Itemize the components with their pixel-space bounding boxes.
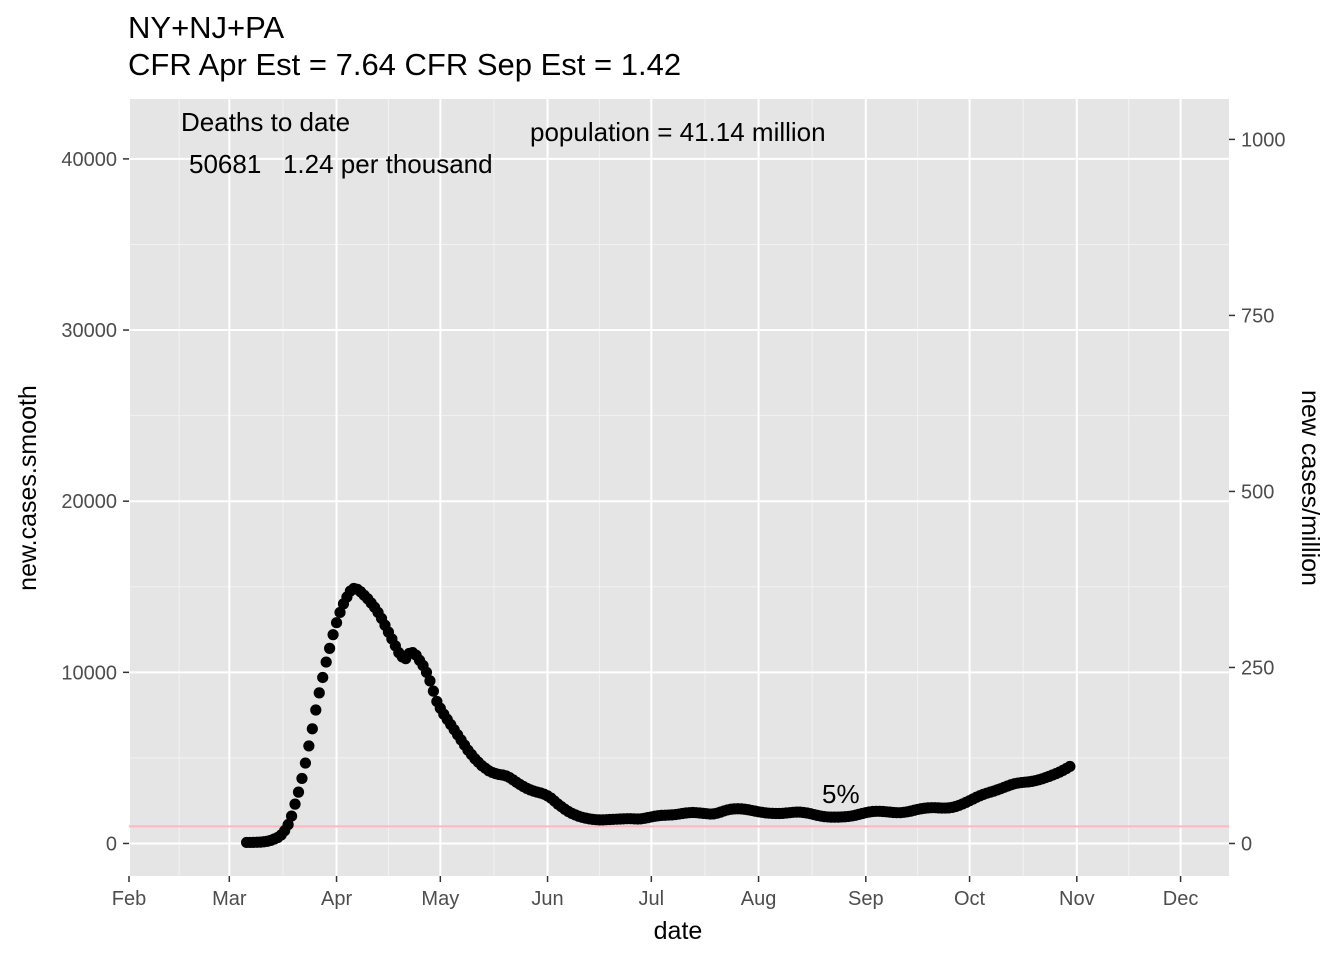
data-point <box>292 786 305 798</box>
data-point <box>334 606 346 619</box>
data-point <box>313 687 325 699</box>
data-point <box>285 810 298 822</box>
x-tick-label: Jul <box>639 888 665 910</box>
deaths-label: Deaths to date <box>181 107 350 137</box>
grid-major <box>128 99 1229 876</box>
x-tick-label: Feb <box>112 888 146 910</box>
data-point <box>1064 760 1076 773</box>
y2-axis-title: new cases/million <box>1296 390 1324 586</box>
y-tick-label: 10000 <box>61 662 117 684</box>
data-point <box>327 629 339 641</box>
y-axis-title: new.cases.smooth <box>14 385 42 591</box>
data-point <box>310 704 322 716</box>
data-points <box>241 582 1076 849</box>
chart-title: NY+NJ+PA <box>128 10 285 45</box>
x-tick-label: Dec <box>1163 888 1199 910</box>
data-point <box>320 656 332 668</box>
y-tick-label: 20000 <box>61 491 117 513</box>
y2-tick-label: 750 <box>1241 305 1274 327</box>
y-tick-label: 30000 <box>61 320 117 342</box>
data-point <box>427 685 439 697</box>
x-tick-label: Mar <box>212 888 247 910</box>
data-point <box>330 617 343 629</box>
y-tick-label: 0 <box>106 833 117 855</box>
data-point <box>282 819 294 831</box>
y-axis-ticks: 0 10000 20000 30000 40000 <box>61 149 129 855</box>
population-annotation: population = 41.14 million <box>530 117 826 147</box>
data-point <box>317 671 329 684</box>
x-tick-label: Sep <box>848 888 884 910</box>
y2-axis-ticks: 0 250 500 750 1000 <box>1229 129 1286 855</box>
x-axis-title: date <box>654 917 703 945</box>
data-point <box>303 740 315 752</box>
data-point <box>296 772 308 785</box>
x-tick-label: Aug <box>741 888 777 910</box>
grid-minor <box>129 99 1229 876</box>
x-tick-label: Nov <box>1059 888 1095 910</box>
y2-tick-label: 250 <box>1241 657 1274 679</box>
data-point <box>420 666 433 678</box>
data-point <box>306 723 318 735</box>
data-point <box>424 675 436 687</box>
chart-subtitle: CFR Apr Est = 7.64 CFR Sep Est = 1.42 <box>128 47 682 82</box>
data-point <box>324 642 336 654</box>
x-tick-label: Oct <box>954 888 986 910</box>
y2-tick-label: 0 <box>1241 833 1252 855</box>
x-axis-ticks: Feb Mar Apr May Jun Jul Aug Sep Oct Nov Dec <box>112 876 1199 910</box>
x-tick-label: Apr <box>321 888 352 910</box>
data-point <box>289 798 301 810</box>
x-tick-label: Jun <box>531 888 563 910</box>
x-tick-label: May <box>421 888 459 910</box>
y2-tick-label: 1000 <box>1241 129 1286 151</box>
deaths-line: 50681 1.24 per thousand <box>189 149 493 179</box>
percent-annotation: 5% <box>822 779 860 809</box>
y-tick-label: 40000 <box>61 149 117 171</box>
plot-panel <box>129 99 1229 876</box>
y2-tick-label: 500 <box>1241 481 1274 503</box>
data-point <box>299 757 312 769</box>
